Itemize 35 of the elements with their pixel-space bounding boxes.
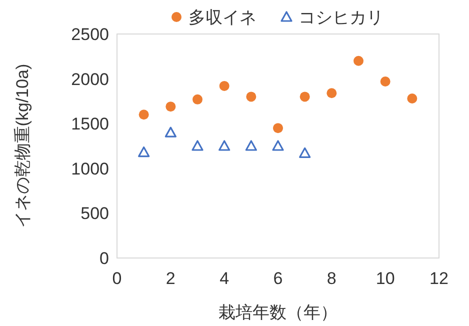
x-tick-label: 12 [430,269,448,288]
x-tick-label: 8 [326,269,336,288]
y-tick-label: 1500 [71,114,109,134]
point [246,92,256,102]
x-tick-label: 10 [376,269,395,288]
legend-label: コシヒカリ [298,8,384,27]
x-tick-label: 0 [112,269,122,288]
y-tick-label: 1000 [71,159,109,178]
x-tick-label: 6 [273,269,283,288]
point [272,140,284,151]
y-axis-title: イネの乾物重(kg/10a) [13,64,32,228]
point [245,140,257,151]
point [354,56,364,66]
legend-label: 多収イネ [188,8,256,27]
point [192,140,204,151]
point [299,147,311,158]
point [407,94,418,104]
y-tick-label: 500 [80,204,109,224]
x-axis-title: 栽培年数（年） [218,303,338,322]
x-tick-label: 4 [220,269,230,288]
point [166,102,176,112]
point [164,126,176,138]
point [138,146,150,158]
y-tick-label: 2500 [71,25,109,44]
point [219,80,230,91]
point [326,88,337,98]
point [300,92,310,102]
point [273,123,283,134]
point [192,94,202,104]
y-tick-label: 0 [100,249,109,268]
x-tick-label: 2 [166,269,176,288]
point [138,110,149,120]
y-tick-label: 2000 [71,70,109,89]
point [218,140,230,151]
point [380,76,390,86]
